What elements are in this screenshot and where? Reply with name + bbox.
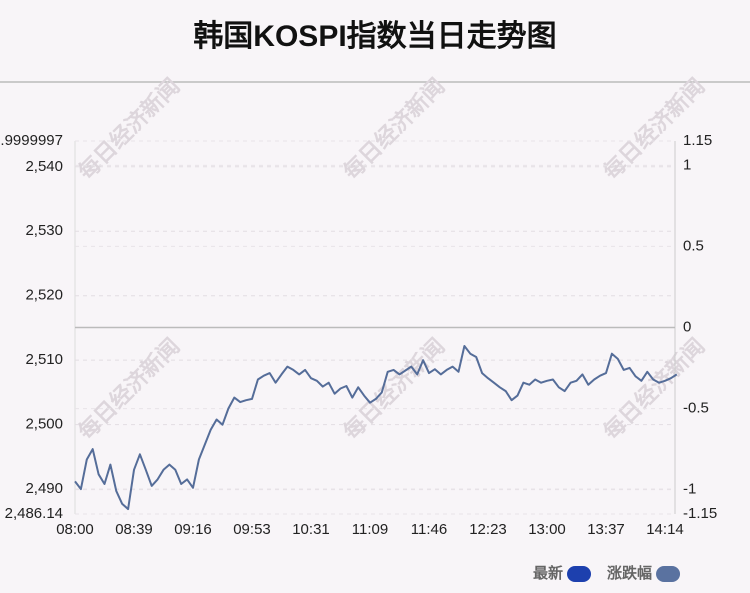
legend-swatch (656, 566, 681, 582)
x-tick-label: 11:09 (352, 521, 388, 538)
y-tick-label: 2,490 (25, 480, 63, 497)
x-tick-label: 09:16 (174, 521, 212, 538)
y-tick-label: 2,486.14 (5, 505, 63, 522)
y2-tick-label: -1 (683, 481, 696, 498)
legend-label: 最新 (533, 564, 563, 582)
x-tick-label: 12:23 (469, 521, 507, 538)
y2-tick-label: 1.15 (683, 132, 712, 149)
legend-label: 涨跌幅 (607, 564, 652, 582)
y-tick-label: 2,543.9999997 (0, 132, 63, 149)
x-tick-label: 13:37 (587, 521, 625, 538)
y2-tick-label: 1 (683, 156, 691, 173)
x-tick-label: 13:00 (528, 521, 566, 538)
y2-tick-label: 0 (683, 318, 691, 335)
y-tick-label: 2,530 (25, 222, 63, 239)
y-tick-label: 2,500 (25, 416, 63, 433)
watermark: 每日经济新闻 (598, 73, 710, 185)
legend-swatch (567, 566, 592, 582)
y2-tick-label: -1.15 (683, 505, 717, 522)
watermark: 每日经济新闻 (598, 333, 710, 445)
x-tick-label: 11:46 (411, 521, 447, 538)
price-line (74, 345, 678, 511)
x-tick-label: 09:53 (233, 521, 271, 538)
y2-tick-label: 0.5 (683, 237, 704, 254)
y-tick-label: 2,540 (25, 158, 63, 175)
watermark: 每日经济新闻 (73, 73, 185, 185)
y-tick-label: 2,520 (25, 287, 63, 304)
x-tick-label: 10:31 (292, 521, 330, 538)
watermark: 每日经济新闻 (338, 333, 450, 445)
y2-tick-label: -0.5 (683, 400, 709, 417)
y-tick-label: 2,510 (25, 351, 63, 368)
watermark: 每日经济新闻 (338, 73, 450, 185)
chart-title: 韩国KOSPI指数当日走势图 (193, 20, 556, 53)
watermark: 每日经济新闻 (73, 333, 185, 445)
x-tick-label: 14:14 (646, 521, 684, 538)
x-tick-label: 08:39 (115, 521, 153, 538)
x-tick-label: 08:00 (56, 521, 94, 538)
